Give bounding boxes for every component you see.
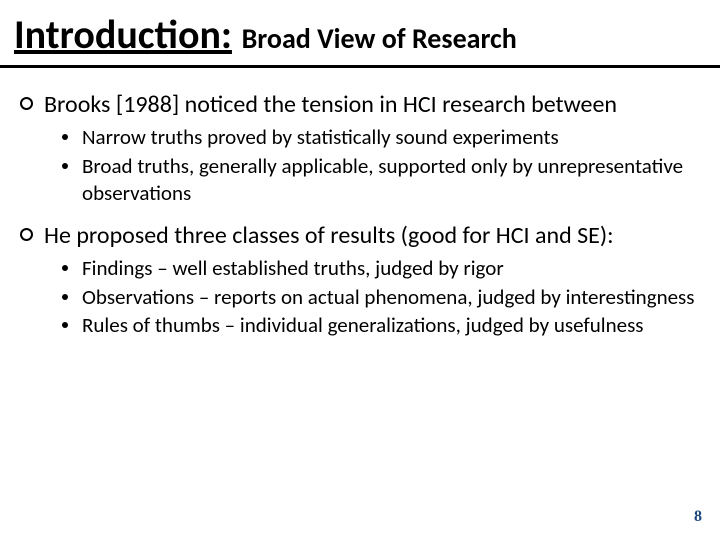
- title-band: Introduction: Broad View of Research: [0, 0, 720, 68]
- content-area: Brooks [1988] noticed the tension in HCI…: [0, 68, 720, 339]
- sub-item-2-3: Rules of thumbs – individual generalizat…: [62, 312, 702, 339]
- title-main: Introduction:: [14, 10, 232, 59]
- bullet-top-2-text: He proposed three classes of results (go…: [44, 221, 614, 250]
- slide: Introduction: Broad View of Research Bro…: [0, 0, 720, 540]
- bullet-top-1: Brooks [1988] noticed the tension in HCI…: [18, 90, 702, 120]
- sub-list-2: Findings – well established truths, judg…: [18, 255, 702, 340]
- sub-item-1-1: Narrow truths proved by statistically so…: [62, 124, 702, 151]
- sub-item-1-2: Broad truths, generally applicable, supp…: [62, 153, 702, 207]
- bullet-top-1-text: Brooks [1988] noticed the tension in HCI…: [44, 90, 617, 119]
- page-number: 8: [694, 508, 702, 526]
- sub-item-2-1: Findings – well established truths, judg…: [62, 255, 702, 282]
- sub-item-2-2: Observations – reports on actual phenome…: [62, 284, 702, 311]
- title-subtitle: Broad View of Research: [242, 21, 517, 56]
- bullet-top-2: He proposed three classes of results (go…: [18, 221, 702, 251]
- sub-list-1: Narrow truths proved by statistically so…: [18, 124, 702, 207]
